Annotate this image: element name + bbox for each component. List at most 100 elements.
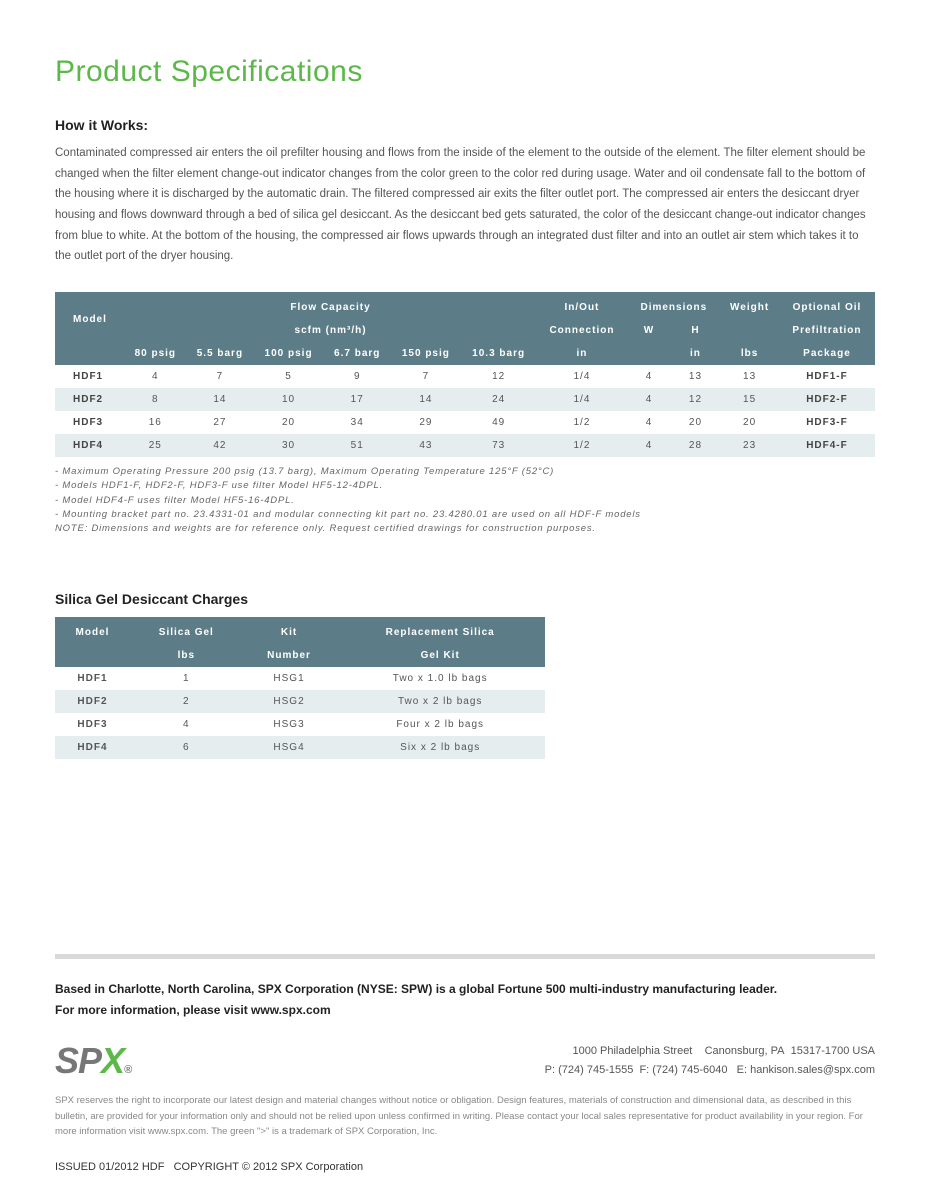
- how-it-works-body: Contaminated compressed air enters the o…: [55, 143, 875, 267]
- model: HDF3: [55, 713, 130, 736]
- th-s-gel: Silica Gel: [130, 617, 243, 644]
- cell-value: 15: [720, 388, 779, 411]
- cell-value: 23: [720, 434, 779, 457]
- cell-value: 34: [323, 411, 391, 434]
- cell-value: 5: [254, 365, 324, 388]
- th-flow: Flow Capacity: [125, 292, 537, 319]
- cell-value: 25: [125, 434, 187, 457]
- cell-value: 29: [391, 411, 461, 434]
- issued-line: ISSUED 01/2012 HDF COPYRIGHT © 2012 SPX …: [55, 1161, 875, 1173]
- spx-logo: SPX®: [55, 1043, 131, 1079]
- cell-model: HDF4: [55, 434, 125, 457]
- cell-kit: HSG2: [243, 690, 336, 713]
- cell-value: 8: [125, 388, 187, 411]
- cell-value: 20: [671, 411, 721, 434]
- cell-model: HDF3: [55, 411, 125, 434]
- cell-value: 17: [323, 388, 391, 411]
- cell-value: 43: [391, 434, 461, 457]
- table-row: HDF31627203429491/242020HDF3-F: [55, 411, 875, 434]
- cell-value: 51: [323, 434, 391, 457]
- cell-value: 42: [186, 434, 254, 457]
- model: HDF4: [55, 736, 130, 759]
- cell-kit: HSG3: [243, 713, 336, 736]
- th-model: Model: [55, 292, 125, 342]
- th-s-rep: Replacement Silica: [335, 617, 545, 644]
- footer: Based in Charlotte, North Carolina, SPX …: [55, 954, 875, 1173]
- th-s-model: Model: [55, 617, 130, 644]
- address-block: 1000 Philadelphia Street Canonsburg, PA …: [545, 1042, 875, 1079]
- th-103barg: 10.3 barg: [461, 342, 537, 365]
- corp-line2: For more information, please visit www.s…: [55, 1000, 875, 1020]
- th-pref: Prefiltration: [779, 319, 875, 342]
- th-s-kit: Kit: [243, 617, 336, 644]
- cell-kit: HSG1: [243, 667, 336, 690]
- model: HDF1: [55, 667, 130, 690]
- th-opt: Optional Oil: [779, 292, 875, 319]
- th-weight: Weight: [720, 292, 779, 319]
- th-conn: Connection: [537, 319, 628, 342]
- cell-value: 16: [125, 411, 187, 434]
- th-h: H: [671, 319, 721, 342]
- cell-value: 4: [125, 365, 187, 388]
- how-it-works-heading: How it Works:: [55, 117, 875, 133]
- spec-table: Model Flow Capacity In/Out Dimensions We…: [55, 292, 875, 457]
- th-in2: in: [671, 342, 721, 365]
- th-100psig: 100 psig: [254, 342, 324, 365]
- cell-value: 7: [391, 365, 461, 388]
- th-s-lbs: lbs: [130, 644, 243, 667]
- cell-package: HDF2-F: [779, 388, 875, 411]
- cell-value: 14: [391, 388, 461, 411]
- th-scfm: scfm (nm³/h): [125, 319, 537, 342]
- fine-print: SPX reserves the right to incorporate ou…: [55, 1093, 875, 1139]
- cell-value: 4: [627, 434, 670, 457]
- spec-notes: - Maximum Operating Pressure 200 psig (1…: [55, 465, 875, 536]
- page-title: Product Specifications: [55, 55, 875, 89]
- cell-value: 1/4: [537, 365, 628, 388]
- address-line2: P: (724) 745-1555 F: (724) 745-6040 E: h…: [545, 1061, 875, 1080]
- silica-heading: Silica Gel Desiccant Charges: [55, 591, 875, 607]
- cell-value: 1/4: [537, 388, 628, 411]
- table-row: HDF2814101714241/441215HDF2-F: [55, 388, 875, 411]
- cell-lbs: 1: [130, 667, 243, 690]
- corp-line1: Based in Charlotte, North Carolina, SPX …: [55, 979, 875, 999]
- cell-value: 20: [720, 411, 779, 434]
- cell-kit: HSG4: [243, 736, 336, 759]
- cell-package: HDF1-F: [779, 365, 875, 388]
- address-line1: 1000 Philadelphia Street Canonsburg, PA …: [545, 1042, 875, 1061]
- th-80psig: 80 psig: [125, 342, 187, 365]
- cell-value: 4: [627, 365, 670, 388]
- th-w: W: [627, 319, 670, 342]
- cell-value: 1/2: [537, 434, 628, 457]
- cell-package: HDF4-F: [779, 434, 875, 457]
- cell-lbs: 6: [130, 736, 243, 759]
- cell-rep: Two x 1.0 lb bags: [335, 667, 545, 690]
- th-67barg: 6.7 barg: [323, 342, 391, 365]
- cell-value: 12: [461, 365, 537, 388]
- th-in1: in: [537, 342, 628, 365]
- cell-value: 12: [671, 388, 721, 411]
- cell-value: 49: [461, 411, 537, 434]
- th-s-gelkit: Gel Kit: [335, 644, 545, 667]
- cell-value: 4: [627, 411, 670, 434]
- cell-value: 13: [671, 365, 721, 388]
- cell-value: 10: [254, 388, 324, 411]
- th-lbs: lbs: [720, 342, 779, 365]
- cell-value: 9: [323, 365, 391, 388]
- cell-rep: Two x 2 lb bags: [335, 690, 545, 713]
- cell-value: 27: [186, 411, 254, 434]
- th-150psig: 150 psig: [391, 342, 461, 365]
- cell-rep: Four x 2 lb bags: [335, 713, 545, 736]
- table-row: HDF147597121/441313HDF1-F: [55, 365, 875, 388]
- cell-package: HDF3-F: [779, 411, 875, 434]
- table-row: HDF22HSG2Two x 2 lb bags: [55, 690, 545, 713]
- th-dims: Dimensions: [627, 292, 720, 319]
- cell-value: 14: [186, 388, 254, 411]
- table-row: HDF11HSG1Two x 1.0 lb bags: [55, 667, 545, 690]
- cell-value: 24: [461, 388, 537, 411]
- cell-value: 4: [627, 388, 670, 411]
- model: HDF2: [55, 690, 130, 713]
- th-package: Package: [779, 342, 875, 365]
- cell-rep: Six x 2 lb bags: [335, 736, 545, 759]
- cell-value: 30: [254, 434, 324, 457]
- table-row: HDF46HSG4Six x 2 lb bags: [55, 736, 545, 759]
